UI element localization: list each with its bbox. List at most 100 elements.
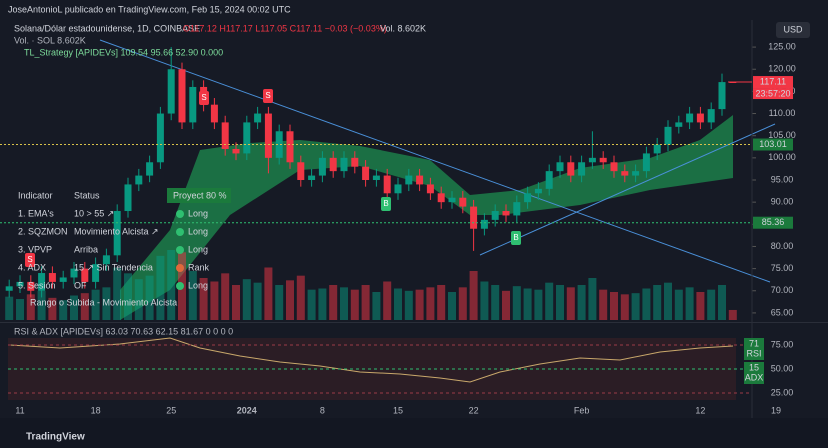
countdown-badge [753, 88, 793, 100]
rsi-tick-label: 25.00 [771, 387, 794, 397]
y-tick-label: 125.00 [768, 41, 796, 51]
y-tick-label: 65.00 [771, 307, 794, 317]
candle-body [524, 193, 532, 203]
status-dot [176, 282, 184, 290]
candle-body [556, 162, 564, 172]
volume-bar [566, 287, 575, 320]
y-tick-label: 110.00 [769, 108, 796, 118]
volume-bar [674, 289, 683, 320]
rsi-badge-name: ADX [745, 372, 764, 382]
volume-bar [685, 287, 694, 320]
volume-bar [653, 285, 662, 320]
volume-bar [610, 292, 618, 320]
volume-bar [113, 267, 122, 320]
candle-body [372, 175, 380, 180]
candle-body [286, 131, 294, 163]
volume-bar [242, 279, 251, 320]
volume-bar [253, 282, 262, 320]
volume-bar [167, 250, 176, 320]
currency[interactable]: USD [783, 24, 803, 34]
signal-badge [381, 197, 391, 211]
candle-body [318, 157, 326, 176]
candle-body [146, 162, 154, 176]
volume-bar [437, 285, 446, 320]
signal-badge [263, 89, 273, 103]
volume-bar [210, 281, 219, 320]
trend-line [99, 39, 771, 283]
candle-body [38, 273, 46, 291]
rsi-badge-name: RSI [746, 348, 761, 358]
signal-table: Indicator Status Proyect 80 % [18, 188, 231, 203]
table-cell: OF [74, 280, 87, 290]
volume-bar [707, 289, 716, 320]
y-tick-label: 70.00 [771, 285, 794, 295]
currency-button[interactable] [776, 22, 810, 38]
candle-body [610, 162, 618, 172]
volume-bar [37, 290, 46, 320]
candle-body [48, 273, 56, 282]
volume-bar [232, 285, 240, 320]
volume-bar [588, 278, 597, 320]
table-header: Status [74, 190, 100, 200]
x-tick-label: 15 [393, 405, 403, 415]
volume-bar [145, 275, 154, 320]
status-dot [176, 264, 184, 272]
candle-body [513, 202, 521, 216]
strategy-legend: TL_Strategy [APIDEVs] 109.54 95.66 52.90… [24, 47, 223, 57]
table-cell: 2. SQZMON [18, 226, 68, 236]
volume-bar [534, 289, 543, 320]
volume-bar [556, 285, 564, 320]
ohlc-line: O117.12 H117.17 L117.05 C117.11 −0.03 (−… [183, 23, 387, 33]
rsi-badge-value: 71 [749, 338, 759, 348]
candle-body [426, 184, 434, 194]
candle-body [470, 206, 478, 229]
candle-body [178, 69, 186, 123]
volume-bar [264, 267, 273, 320]
candle-body [664, 126, 672, 145]
volume-bar [599, 289, 608, 320]
candle-body [135, 175, 143, 185]
volume-bar [91, 289, 100, 320]
volume-bar [199, 278, 208, 320]
x-tick-label: 12 [695, 405, 705, 415]
candle-body [210, 104, 218, 123]
volume-bar [350, 289, 359, 320]
signal-label: S [201, 93, 206, 102]
volume-bar [728, 309, 737, 320]
volume-bar [307, 289, 316, 320]
volume-bar [718, 285, 726, 320]
candle-body [642, 153, 650, 172]
volume-bar [16, 299, 24, 320]
pane-divider [0, 322, 828, 323]
volume-bar [221, 273, 230, 320]
candle-body [221, 122, 229, 149]
volume-bar [458, 287, 467, 320]
signal-badge [199, 91, 209, 105]
table-cell: 4. ADX [18, 262, 46, 272]
candle-body [534, 188, 542, 194]
volume-bar [48, 297, 57, 320]
candle-body [567, 162, 575, 176]
y-tick-label: 105.00 [768, 130, 796, 140]
table-cell: Long [188, 280, 208, 290]
volume-bar [469, 271, 478, 320]
status-dot [176, 246, 184, 254]
candle-body [329, 157, 337, 172]
table-cell: 10 > 55 ↗ [74, 208, 114, 218]
volume-bar [188, 271, 197, 320]
candle-body [156, 113, 164, 163]
signal-badge [25, 253, 35, 267]
volume-bar [512, 286, 521, 320]
x-tick-label: Feb [574, 405, 590, 415]
volume-bar [286, 280, 294, 320]
volume-bar [394, 288, 402, 320]
volume-bar [383, 281, 392, 320]
table-cell: Rank [188, 262, 210, 272]
candle-body [718, 82, 726, 110]
candle-body [70, 268, 78, 278]
y-tick-label: 120.00 [768, 64, 796, 74]
candle-body [308, 175, 316, 180]
candle-body [124, 184, 132, 212]
status-dot [176, 210, 184, 218]
candle-body [92, 264, 100, 282]
